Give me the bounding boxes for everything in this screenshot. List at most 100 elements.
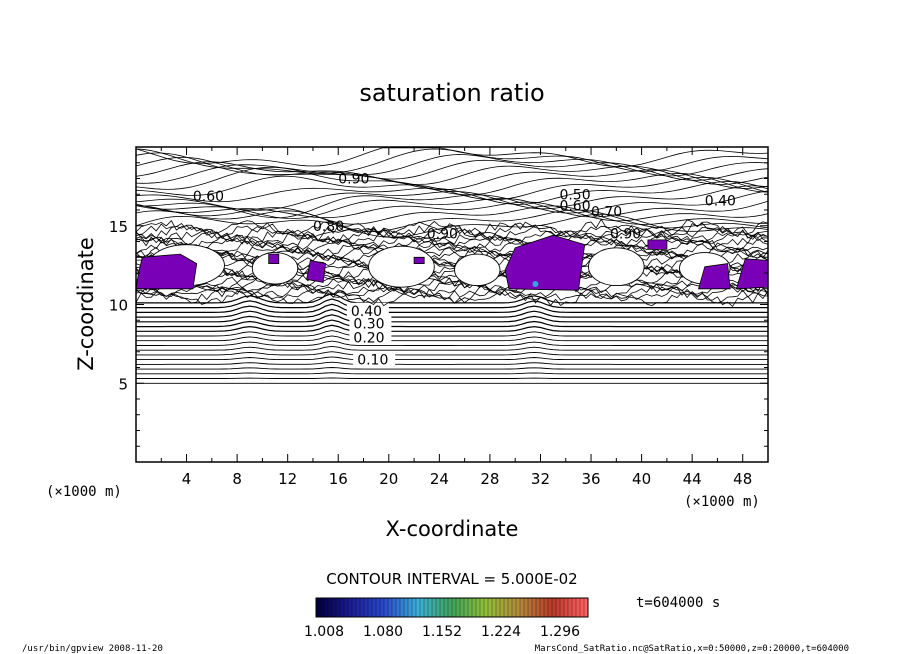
- contour-line: [136, 340, 768, 346]
- colorbar-cell: [372, 598, 377, 617]
- colorbar-cell: [528, 598, 533, 617]
- colorbar-cell: [484, 598, 489, 617]
- colorbar-cell: [348, 598, 353, 617]
- colorbar-cell: [432, 598, 437, 617]
- label-gap: [353, 351, 396, 367]
- supersaturated-region: [306, 259, 327, 283]
- contour-line: [135, 264, 769, 281]
- contour-label: 0.70: [591, 205, 622, 221]
- colorbar-cell: [396, 598, 401, 617]
- y-tick-label: 5: [118, 375, 128, 393]
- supersaturated-region: [647, 239, 668, 250]
- colorbar-cell: [320, 598, 325, 617]
- y-tick-label: 10: [109, 297, 128, 315]
- colorbar-cell: [404, 598, 409, 617]
- contour-line: [136, 361, 768, 365]
- contour-line: [135, 274, 769, 290]
- contour-line: [136, 367, 768, 370]
- colorbar-frame: [315, 597, 589, 618]
- colorbar-tick-label: 1.008: [304, 624, 344, 640]
- contour-line: [135, 185, 769, 211]
- z-unit-label: (×1000 m): [46, 484, 122, 500]
- contour-blob: [368, 245, 435, 288]
- chart-title: saturation ratio: [359, 79, 544, 107]
- contour-label: 0.50: [559, 187, 590, 203]
- colorbar-cell: [392, 598, 397, 617]
- contour-line: [136, 324, 768, 332]
- colorbar-cell: [468, 598, 473, 617]
- x-tick-label: 40: [632, 470, 651, 488]
- contour-line: [135, 238, 769, 256]
- colorbar-cell: [428, 598, 433, 617]
- contour-line: [135, 209, 769, 233]
- contour-interval: CONTOUR INTERVAL = 5.000E-02: [326, 570, 577, 588]
- colorbar-cell: [532, 598, 537, 617]
- footer-left: /usr/bin/gpview 2008-11-20: [22, 644, 163, 654]
- contour-line: [136, 372, 768, 375]
- contour-label: 0.60: [559, 198, 590, 214]
- max-point-marker: [532, 281, 539, 288]
- contour-line: [135, 221, 769, 239]
- contour-field: 0.100.200.300.400.600.900.500.60 0.700.40…: [135, 147, 769, 384]
- colorbar-cell: [576, 598, 581, 617]
- colorbar-cell: [544, 598, 549, 617]
- x-tick-label: 28: [480, 470, 499, 488]
- x-tick-label: 24: [430, 470, 449, 488]
- x-tick-label: 32: [531, 470, 550, 488]
- colorbar-cell: [492, 598, 497, 617]
- colorbar-cell: [324, 598, 329, 617]
- contour-line: [136, 335, 768, 342]
- contour-label: 0.90: [427, 227, 458, 243]
- colorbar-cell: [524, 598, 529, 617]
- colorbar-cell: [536, 598, 541, 617]
- contour-line: [135, 284, 769, 302]
- contour-label: 0.40: [351, 304, 382, 320]
- contour-line: [136, 308, 768, 318]
- x-tick-label: 48: [733, 470, 752, 488]
- contour-label: 0.30: [353, 316, 384, 332]
- label-gap: [349, 315, 392, 331]
- contour-line: [136, 303, 768, 313]
- colorbar-cell: [384, 598, 389, 617]
- colorbar-cell: [444, 598, 449, 617]
- colorbar-cell: [548, 598, 553, 617]
- colorbar-cell: [508, 598, 513, 617]
- colorbar-cell: [472, 598, 477, 617]
- colorbar-cell: [364, 598, 369, 617]
- colorbar-cell: [580, 598, 585, 617]
- contour-line: [136, 314, 768, 323]
- colorbar-cell: [420, 598, 425, 617]
- contour-line: [135, 233, 769, 251]
- contour-label: 0.80: [313, 219, 344, 235]
- contour-label: 0.40: [705, 194, 736, 210]
- label-gap: [349, 329, 392, 345]
- colorbar-cell: [456, 598, 461, 617]
- x-tick-label: 4: [182, 470, 192, 488]
- contour-line: [135, 261, 769, 279]
- contour-line: [136, 351, 768, 356]
- supersaturated-region: [735, 258, 769, 290]
- contour-line: [136, 330, 768, 337]
- contour-line: [136, 345, 768, 351]
- x-tick-label: 12: [278, 470, 297, 488]
- contour-line: [135, 258, 769, 276]
- contour-line: [135, 290, 769, 308]
- x-unit-label: (×1000 m): [684, 494, 760, 510]
- colorbar-cell: [560, 598, 565, 617]
- colorbar-tick-label: 1.224: [481, 624, 521, 640]
- contour-line: [135, 250, 769, 268]
- contour-blob: [251, 252, 299, 285]
- colorbar-cell: [368, 598, 373, 617]
- colorbar-cell: [412, 598, 417, 617]
- contour-label: 0.60: [193, 189, 224, 205]
- contour-line: [135, 282, 769, 299]
- x-tick-label: 16: [329, 470, 348, 488]
- colorbar-cell: [520, 598, 525, 617]
- colorbar-cell: [488, 598, 493, 617]
- contour-blob: [454, 253, 501, 287]
- contour-line: [136, 356, 768, 361]
- colorbar-cell: [424, 598, 429, 617]
- supersaturated-region: [413, 256, 425, 265]
- colorbar-cell: [356, 598, 361, 617]
